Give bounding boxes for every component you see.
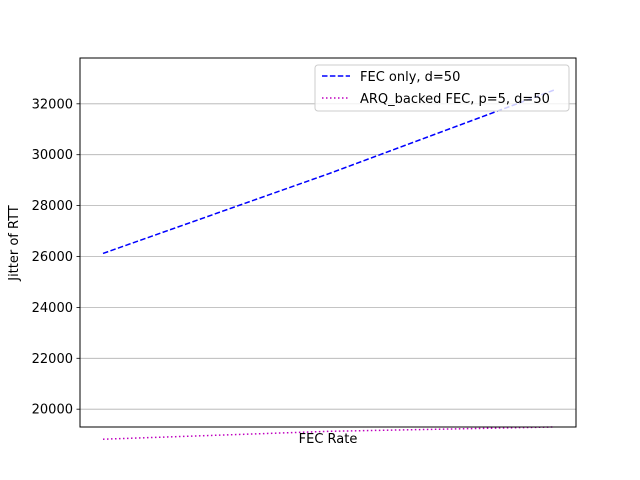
plot-frame [79,57,577,428]
y-tick-label: 22000 [32,352,73,367]
y-axis-ticks: 20000 22000 24000 26000 28000 30000 32000 [32,97,80,418]
legend: FEC only, d=50 ARQ_backed FEC, p=5, d=50 [314,64,570,112]
y-tick-label: 30000 [32,148,73,163]
legend-label-fec-only: FEC only, d=50 [360,70,460,85]
y-tick-label: 24000 [32,301,73,316]
y-tick-label: 20000 [32,403,73,418]
y-axis-label: Jitter of RTT [7,205,22,282]
y-tick-label: 32000 [32,97,73,112]
legend-label-arq-backed: ARQ_backed FEC, p=5, d=50 [360,92,550,107]
y-tick-label: 26000 [32,250,73,265]
grid-lines [80,103,576,410]
y-tick-label: 28000 [32,199,73,214]
series-line-0 [102,89,555,255]
series-layer [102,89,555,440]
legend-box [314,64,570,112]
x-axis-label: FEC Rate [299,432,358,447]
